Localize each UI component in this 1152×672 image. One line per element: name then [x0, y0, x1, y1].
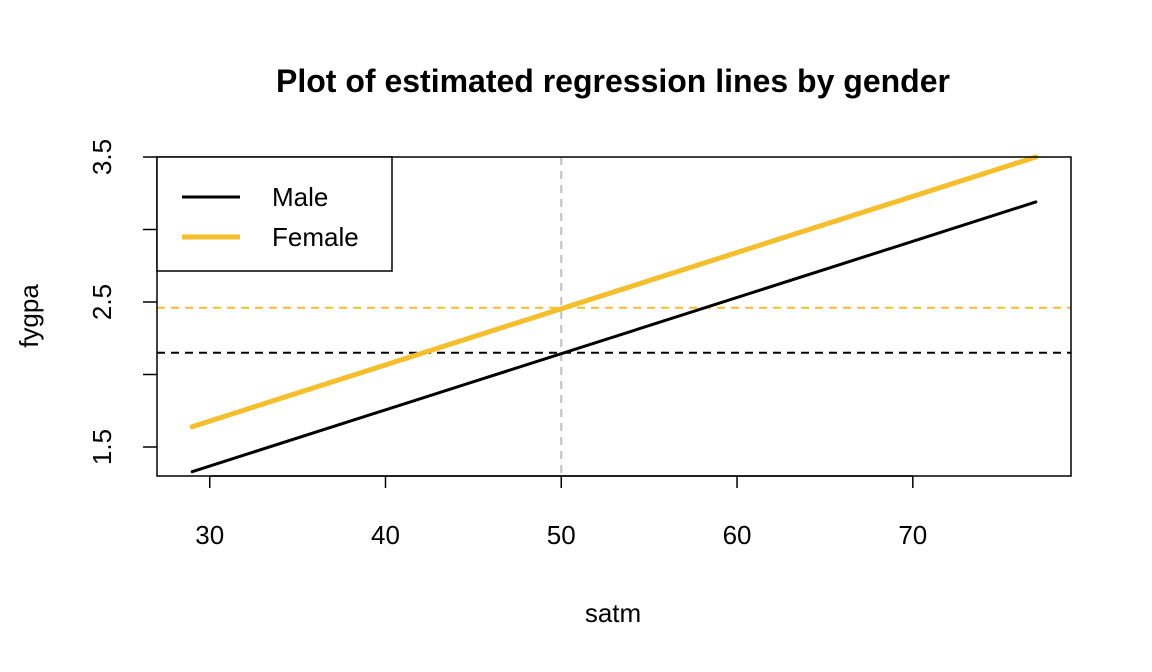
x-tick-label: 50: [547, 520, 576, 550]
reference-lines: [157, 157, 1071, 476]
y-axis-label: fygpa: [14, 284, 44, 348]
x-tick-label: 40: [371, 520, 400, 550]
x-axis-label: satm: [585, 598, 641, 628]
legend-label-male: Male: [272, 182, 328, 212]
y-axis: 1.5 2.5 3.5: [87, 139, 157, 465]
legend-label-female: Female: [272, 222, 359, 252]
legend: Male Female: [156, 156, 393, 272]
series-line-female: [189, 154, 1039, 430]
x-tick-label: 60: [723, 520, 752, 550]
x-tick-label: 70: [898, 520, 927, 550]
y-tick-label: 2.5: [87, 284, 117, 320]
x-axis: 30 40 50 60 70: [195, 475, 927, 550]
legend-box: [156, 156, 393, 272]
series-line-male: [190, 200, 1038, 474]
y-tick-label: 1.5: [87, 429, 117, 465]
y-tick-label: 3.5: [87, 139, 117, 175]
chart-title: Plot of estimated regression lines by ge…: [276, 63, 950, 99]
x-tick-label: 30: [195, 520, 224, 550]
series-lines: [189, 154, 1039, 474]
